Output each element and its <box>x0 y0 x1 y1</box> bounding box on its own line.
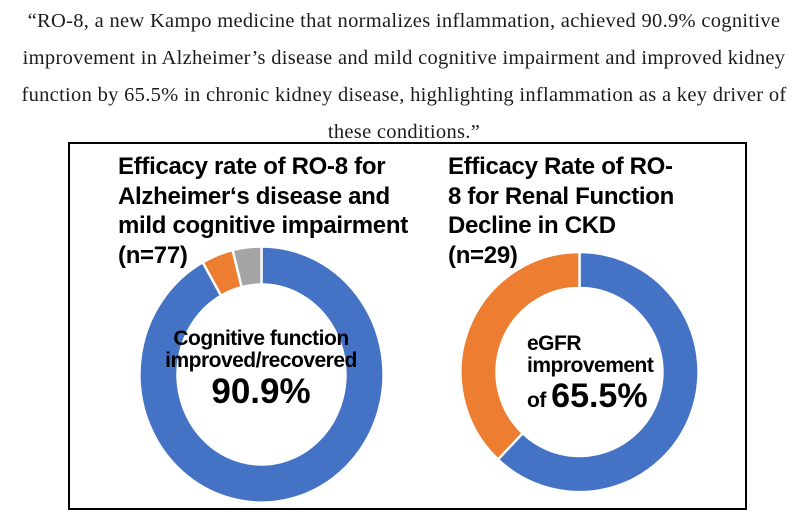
donut-chart-alzheimers <box>138 245 385 504</box>
chart-title-alzheimers: Efficacy rate of RO-8 for Alzheimer‘s di… <box>118 153 408 269</box>
chart-title-ckd: Efficacy Rate of RO- 8 for Renal Functio… <box>448 153 675 269</box>
donut-center-text: eGFR improvement <box>527 332 654 377</box>
charts-panel: Efficacy rate of RO-8 for Alzheimer‘s di… <box>68 142 747 510</box>
donut-chart-ckd <box>459 250 700 494</box>
donut-center-text: Cognitive function improved/recovered <box>165 327 357 372</box>
headline-quote: “RO-8, a new Kampo medicine that normali… <box>21 10 787 143</box>
donut-center-value: of 65.5% <box>527 377 648 415</box>
donut-center-value: 90.9% <box>211 372 311 411</box>
donut-center-label-alzheimers: Cognitive function improved/recovered 90… <box>137 328 385 410</box>
donut-center-label-ckd: eGFR improvement of 65.5% <box>527 333 727 413</box>
